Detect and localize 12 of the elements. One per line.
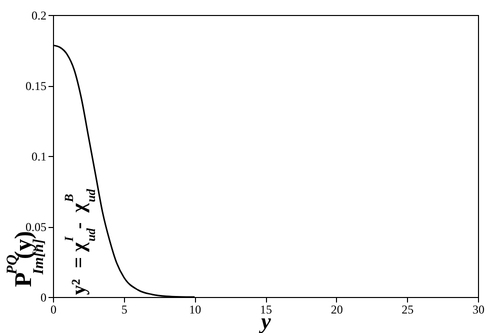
y-tick-label: 0.15 xyxy=(26,79,46,93)
x-tick-label: 30 xyxy=(472,302,484,316)
y-tick-label: 0.2 xyxy=(32,8,46,22)
x-tick-label: 10 xyxy=(189,302,202,316)
x-tick-label: 25 xyxy=(402,302,414,316)
x-tick-label: 20 xyxy=(330,302,343,316)
y-tick-label: 0.1 xyxy=(32,150,46,164)
x-tick-label: 15 xyxy=(260,302,272,316)
text: y² = χudI - χudB xyxy=(62,189,98,295)
x-tick-label: 0 xyxy=(50,302,56,316)
y-tick-label: 0 xyxy=(40,290,46,304)
x-tick-label: 5 xyxy=(121,302,128,316)
